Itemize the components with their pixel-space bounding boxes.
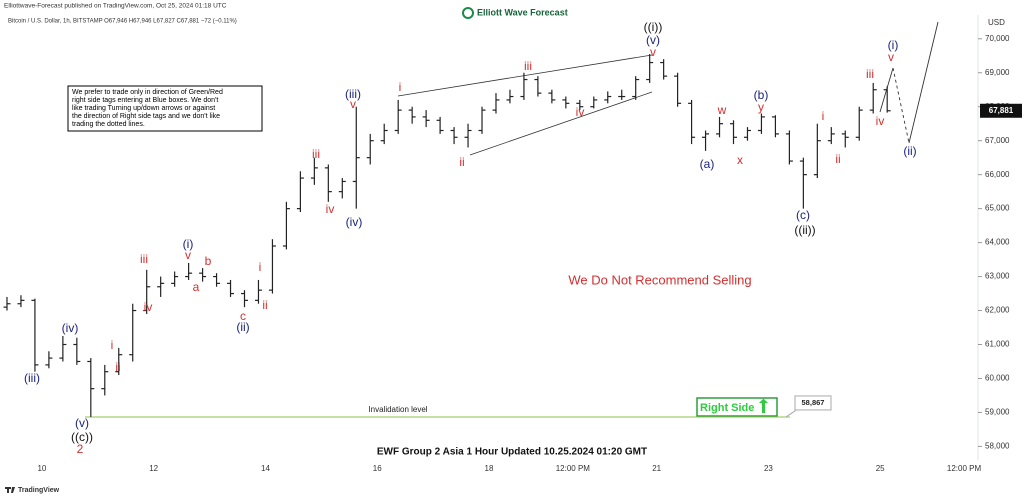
right-side-text: Right Side bbox=[700, 402, 754, 414]
y-tick-label: 60,000 bbox=[985, 374, 1010, 383]
x-tick-label: 16 bbox=[373, 464, 382, 473]
logo-text: Elliott Wave Forecast bbox=[477, 7, 568, 17]
wave-label: i bbox=[111, 338, 114, 352]
y-tick-label: 62,000 bbox=[985, 306, 1010, 315]
wave-label: ii bbox=[115, 360, 120, 374]
wave-label: (iii) bbox=[345, 87, 361, 101]
wave-label: ii bbox=[835, 152, 840, 166]
wave-label: iii bbox=[866, 67, 874, 81]
tradingview-footer: TradingView bbox=[18, 487, 60, 494]
projection-line bbox=[908, 21, 939, 144]
x-tick-label: 18 bbox=[485, 464, 494, 473]
wave-label: (i) bbox=[183, 237, 194, 251]
wave-label: i bbox=[399, 80, 402, 94]
wave-label: ii bbox=[459, 155, 464, 169]
x-tick-label: 12:00 PM bbox=[947, 464, 982, 473]
x-tick-label: 10 bbox=[37, 464, 46, 473]
y-tick-label: 63,000 bbox=[985, 272, 1010, 281]
wave-label: v bbox=[888, 50, 894, 64]
y-tick-label: 61,000 bbox=[985, 340, 1010, 349]
y-tick-label: 64,000 bbox=[985, 238, 1010, 247]
wave-label: iii bbox=[140, 252, 148, 266]
y-tick-label: 70,000 bbox=[985, 34, 1010, 43]
wave-label: iv bbox=[144, 300, 153, 314]
wave-label: iv bbox=[876, 114, 885, 128]
wedge-upper-line bbox=[397, 54, 653, 97]
x-tick-label: 12:00 PM bbox=[556, 464, 591, 473]
invalidation-text: Invalidation level bbox=[368, 405, 427, 414]
wave-label: c bbox=[240, 309, 246, 323]
right-side-arrow bbox=[759, 398, 768, 413]
note-line: like trading Turning up/down arrows or a… bbox=[72, 105, 215, 112]
y-tick-label: 66,000 bbox=[985, 170, 1010, 179]
wave-label: iii bbox=[312, 147, 320, 161]
wave-label: a bbox=[193, 280, 200, 294]
note-line: right side tags entering at Blue boxes. … bbox=[72, 97, 218, 104]
wave-label: (v) bbox=[75, 416, 89, 430]
y-tick-label: 59,000 bbox=[985, 408, 1010, 417]
wave-label: (a) bbox=[700, 157, 715, 171]
wave-label: (iv) bbox=[346, 215, 363, 229]
wave-label: (iii) bbox=[24, 371, 40, 385]
wave-label: v bbox=[350, 97, 356, 111]
wave-label: w bbox=[717, 103, 727, 117]
note-line: We prefer to trade only in direction of … bbox=[72, 89, 223, 96]
x-tick-label: 23 bbox=[764, 464, 773, 473]
recommendation: We Do Not Recommend Selling bbox=[568, 272, 751, 287]
y-tick-label: 65,000 bbox=[985, 204, 1010, 213]
x-tick-label: 21 bbox=[652, 464, 661, 473]
wave-label: ((c)) bbox=[71, 430, 93, 444]
x-tick-label: 25 bbox=[876, 464, 885, 473]
x-tick-label: 12 bbox=[149, 464, 158, 473]
currency-label: USD bbox=[988, 18, 1005, 27]
wave-label: ((ii)) bbox=[794, 223, 815, 237]
wedge-lower-line bbox=[469, 91, 653, 156]
last-price-tag bbox=[980, 103, 1022, 118]
wave-label: (v) bbox=[646, 33, 660, 47]
note-line: the direction of Right side tags and we … bbox=[72, 113, 220, 120]
last-price-label: 67,881 bbox=[989, 106, 1014, 115]
wave-label: (b) bbox=[754, 88, 769, 102]
note-box bbox=[67, 85, 263, 132]
invalidation-flag bbox=[794, 395, 832, 411]
note-line: trading the dotted lines. bbox=[72, 121, 145, 128]
wave-label: (ii) bbox=[236, 320, 249, 334]
invalidation-flag-label: 58,867 bbox=[802, 398, 825, 407]
wave-label: ((i)) bbox=[644, 20, 663, 34]
wave-label: (i) bbox=[888, 38, 899, 52]
wave-label: i bbox=[822, 109, 825, 123]
symbol-legend: Bitcoin / U.S. Dollar, 1h, BITSTAMP O67,… bbox=[8, 19, 237, 25]
y-tick-label: 67,000 bbox=[985, 136, 1010, 145]
logo-icon bbox=[462, 7, 474, 19]
wave-label: v bbox=[185, 248, 191, 262]
y-tick-label: 58,000 bbox=[985, 442, 1010, 451]
x-tick-label: 14 bbox=[261, 464, 270, 473]
wave-label: (c) bbox=[796, 208, 810, 222]
projection-dotted-line bbox=[892, 67, 910, 144]
y-tick-label: 69,000 bbox=[985, 68, 1010, 77]
wave-label: (ii) bbox=[903, 144, 916, 158]
publish-note: Elliottwave-Forecast published on Tradin… bbox=[4, 3, 227, 10]
wave-label: x bbox=[737, 153, 743, 167]
chart-title: EWF Group 2 Asia 1 Hour Updated 10.25.20… bbox=[377, 447, 647, 458]
wave-label: b bbox=[205, 254, 212, 268]
wave-label: v bbox=[650, 45, 656, 59]
right-side-box bbox=[696, 397, 778, 417]
wave-label: 2 bbox=[77, 442, 84, 456]
wave-label: iii bbox=[524, 59, 532, 73]
wave-label: iv bbox=[326, 202, 335, 216]
wave-label: i bbox=[259, 260, 262, 274]
wave-label: y bbox=[758, 100, 764, 114]
wave-label: (iv) bbox=[62, 321, 79, 335]
wave-label: iv bbox=[576, 105, 585, 119]
tradingview-logo bbox=[5, 487, 15, 493]
wave-label: ii bbox=[262, 298, 267, 312]
